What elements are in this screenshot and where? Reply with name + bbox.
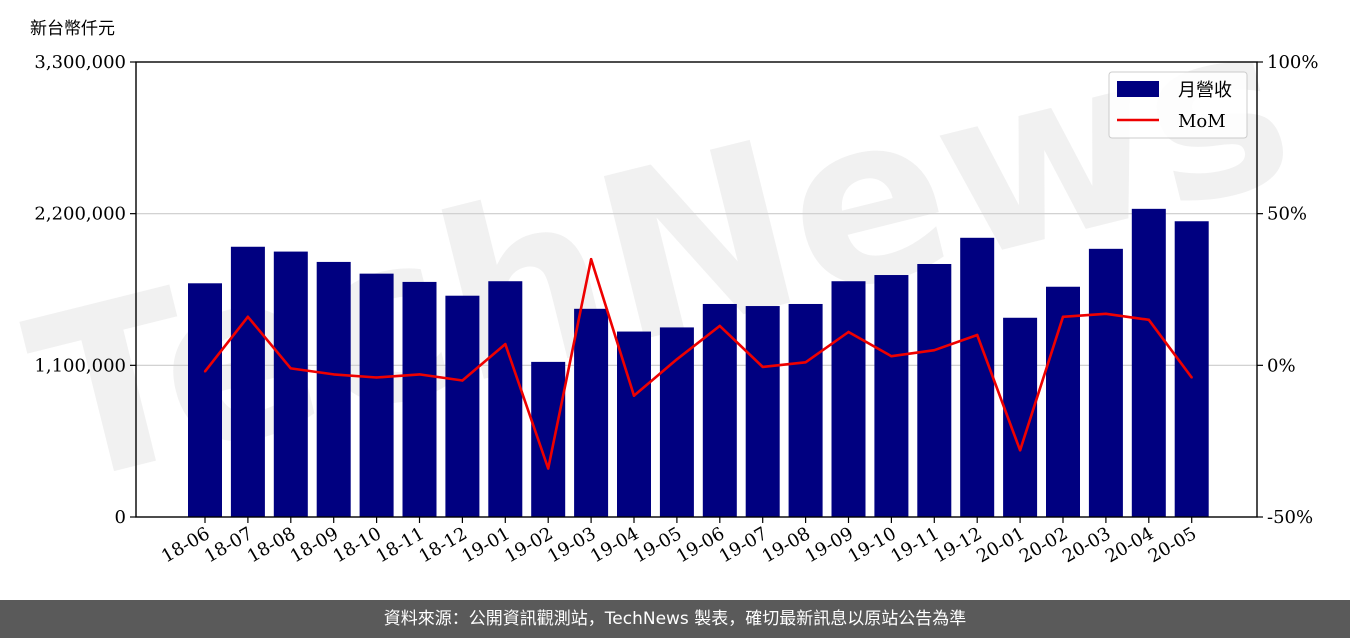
mom-point-18-09 [332,373,335,376]
bar-18-11 [402,281,437,517]
mom-point-19-12 [976,333,979,337]
mom-point-19-09 [847,330,850,334]
bar-19-09 [831,281,866,517]
legend-swatch-bar [1117,81,1159,97]
left-tick-label: 0 [115,507,126,528]
mom-point-18-08 [289,367,292,370]
mom-line [203,257,1193,470]
mom-point-18-12 [461,379,464,382]
bar-18-12 [445,295,480,517]
x-tick-label-19-03: 19-03 [544,523,599,567]
bar-18-09 [316,261,351,517]
x-tick-label-18-10: 18-10 [330,523,385,567]
mom-point-19-01 [504,342,507,346]
y-axis-unit-label: 新台幣仟元 [30,19,115,39]
x-tick-label-20-03: 20-03 [1059,523,1114,567]
bar-19-06 [702,303,737,517]
legend-label-revenue: 月營收 [1178,80,1232,101]
bar-19-03 [574,308,609,517]
bar-18-07 [230,246,265,517]
x-tick-label-19-11: 19-11 [887,523,942,567]
x-tick-label-19-02: 19-02 [501,523,556,567]
mom-point-19-07 [761,365,764,369]
bar-series [188,208,1209,518]
bar-19-07 [745,306,780,517]
x-tick-label-18-12: 18-12 [415,523,470,567]
x-tick-label-19-08: 19-08 [759,523,814,567]
mom-point-19-04 [632,394,636,397]
mom-point-20-03 [1104,312,1108,315]
mom-point-19-11 [933,348,936,352]
bar-19-02 [531,361,566,517]
mom-point-18-07 [246,315,250,318]
legend-label-mom: MoM [1178,111,1226,132]
x-tick-label-18-08: 18-08 [244,523,299,567]
bar-18-08 [273,251,308,518]
bar-19-01 [488,281,523,517]
line-series [203,257,1193,470]
legend: 月營收 MoM [1108,71,1248,139]
bar-19-08 [788,303,823,517]
mom-point-19-02 [547,467,550,470]
mom-point-18-10 [375,376,378,379]
x-tick-label-19-09: 19-09 [802,523,857,567]
x-tick-label-18-06: 18-06 [158,523,213,567]
x-tick-label-19-06: 19-06 [673,523,728,567]
mom-point-18-11 [418,373,421,376]
x-tick-label-18-07: 18-07 [201,523,256,567]
right-tick-label: 0% [1267,355,1296,376]
x-tick-label-20-01: 20-01 [973,523,1028,567]
right-tick-label: -50% [1267,507,1313,528]
x-tick-label-20-04: 20-04 [1102,523,1157,567]
bar-20-02 [1046,286,1080,517]
x-tick-label-19-01: 19-01 [458,523,513,567]
x-tick-label-19-04: 19-04 [587,523,642,567]
mom-point-20-05 [1190,376,1193,379]
mom-point-19-10 [890,355,893,358]
footer-source-note: 資料來源：公開資訊觀測站，TechNews 製表，確切最新訊息以原站公告為準 [0,600,1350,638]
plot-frame [135,61,1258,518]
bar-20-04 [1131,208,1166,517]
x-tick-label-18-11: 18-11 [373,523,428,567]
left-tick-label: 3,300,000 [34,52,126,73]
mom-point-19-08 [804,361,807,364]
bar-20-03 [1088,248,1123,518]
revenue-chart: TechNews 01,100,0002,200,0003,300,000-50… [8,0,1319,567]
bar-19-05 [659,327,694,517]
x-tick-label-18-09: 18-09 [287,523,342,567]
bar-19-12 [960,237,995,517]
bar-18-06 [188,283,222,517]
mom-point-19-03 [589,257,593,261]
x-tick-label-19-05: 19-05 [630,523,685,567]
mom-point-20-01 [1018,449,1022,452]
x-tick-label-20-02: 20-02 [1016,523,1071,567]
bar-18-10 [359,273,394,517]
right-tick-label: 50% [1267,204,1307,225]
right-tick-label: 100% [1267,52,1318,73]
mom-point-20-02 [1061,315,1065,318]
x-tick-label-19-12: 19-12 [930,523,985,567]
x-tick-label-19-10: 19-10 [844,523,899,567]
bar-19-11 [917,263,952,517]
bar-20-05 [1174,221,1209,517]
left-tick-label: 2,200,000 [34,204,126,225]
bar-19-10 [874,275,909,517]
mom-point-18-06 [203,370,207,373]
mom-point-20-04 [1147,318,1151,322]
left-tick-label: 1,100,000 [34,355,126,376]
x-tick-label-19-07: 19-07 [716,523,771,567]
x-tick-label-20-05: 20-05 [1145,523,1200,567]
mom-point-19-05 [675,358,679,361]
mom-point-19-06 [718,324,721,328]
